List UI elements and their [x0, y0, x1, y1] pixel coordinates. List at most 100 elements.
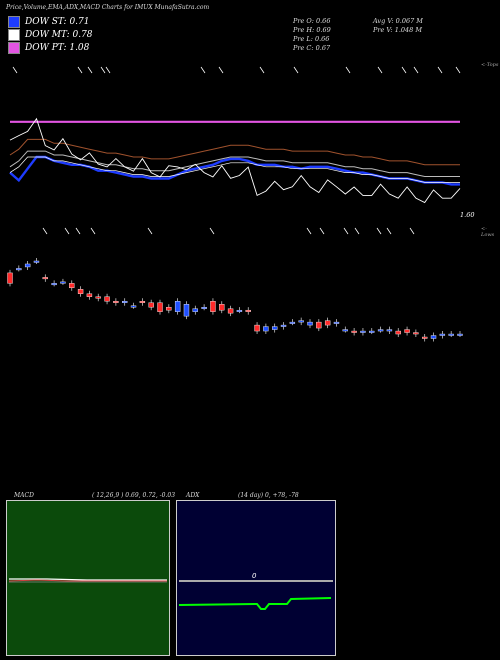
top-marker — [105, 66, 111, 74]
candle — [369, 330, 375, 333]
candle — [166, 307, 172, 311]
candle — [69, 283, 75, 289]
price-chart — [7, 66, 463, 342]
candle — [113, 301, 119, 303]
top-marker — [401, 66, 407, 74]
candle — [157, 302, 163, 312]
candle — [192, 308, 198, 312]
candle — [42, 277, 48, 280]
candle — [263, 326, 269, 332]
candle — [280, 324, 287, 327]
macd-panel — [6, 500, 170, 656]
candle — [457, 333, 463, 336]
macd-params: ( 12,26,9 ) 0.69, 0.72, -0.03 — [92, 492, 176, 499]
candle — [404, 329, 410, 333]
low-marker — [386, 227, 392, 235]
candle — [86, 293, 93, 297]
candle — [386, 329, 393, 332]
adx-svg: 0 — [178, 572, 333, 610]
info-high: Pre H: 0.69 — [293, 26, 331, 34]
tops-markers — [12, 66, 461, 74]
lows-markers — [42, 227, 415, 235]
candle — [254, 324, 260, 332]
info-close: Pre C: 0.67 — [293, 44, 331, 52]
adx-di-line — [178, 597, 332, 610]
candle — [439, 333, 446, 336]
candle — [130, 305, 137, 308]
candle — [122, 301, 128, 303]
top-marker — [437, 66, 443, 74]
macd-signal-line — [8, 579, 167, 582]
candle — [245, 309, 251, 312]
low-marker — [376, 227, 382, 235]
adx-params: (14 day) 0, +78, -78 — [238, 492, 299, 499]
info-pre-volume: Pre V: 1.048 M — [373, 26, 423, 34]
adx-panel: 0 — [176, 500, 336, 656]
legend-label-st: DOW ST: 0.71 — [25, 17, 90, 27]
price-level-label: 1.60 — [460, 211, 475, 219]
low-marker — [409, 227, 415, 235]
band-line — [9, 156, 460, 183]
candle — [210, 301, 216, 312]
top-marker — [345, 66, 351, 74]
candle — [201, 307, 207, 309]
low-marker — [42, 227, 48, 235]
candle — [95, 296, 101, 299]
candle — [24, 263, 31, 268]
top-marker — [413, 66, 419, 74]
candle — [272, 326, 278, 330]
top-marker — [100, 66, 106, 74]
candle — [307, 321, 313, 326]
info-avg-volume: Avg V: 0.067 M — [373, 17, 423, 25]
candle — [413, 332, 419, 335]
candle — [77, 289, 84, 294]
edge-tops-label: <-Tops — [481, 62, 499, 68]
candle — [183, 304, 190, 317]
candle — [342, 329, 348, 332]
low-marker — [90, 227, 96, 235]
band-line — [9, 138, 460, 166]
series-line-dow-mt — [9, 150, 460, 177]
legend-label-pt: DOW PT: 1.08 — [25, 43, 90, 53]
macd-svg — [8, 578, 167, 583]
candle — [33, 260, 40, 263]
low-marker — [209, 227, 215, 235]
legend-dow-pt: DOW PT: 1.08 — [8, 42, 89, 54]
candle — [174, 301, 181, 312]
low-marker — [319, 227, 325, 235]
top-marker — [218, 66, 224, 74]
low-marker — [147, 227, 153, 235]
candle — [289, 321, 296, 324]
top-marker — [12, 66, 18, 74]
candle — [236, 309, 243, 312]
candle — [430, 335, 437, 339]
legend-dow-st: DOW ST: 0.71 — [8, 16, 90, 28]
candle — [60, 281, 66, 284]
low-marker — [64, 227, 70, 235]
candle — [219, 304, 225, 311]
candle — [298, 320, 304, 323]
candle — [377, 329, 384, 332]
candle — [422, 336, 428, 339]
info-open: Pre O: 0.66 — [293, 17, 331, 25]
low-marker — [75, 227, 81, 235]
candle — [148, 302, 154, 308]
low-marker — [343, 227, 349, 235]
legend-swatch-pt — [8, 42, 20, 54]
legend-swatch-st — [8, 16, 20, 28]
candle — [351, 330, 357, 333]
info-low: Pre L: 0.66 — [293, 35, 330, 43]
top-marker — [293, 66, 299, 74]
top-marker — [200, 66, 206, 74]
low-marker — [306, 227, 312, 235]
candle — [139, 301, 146, 303]
candle — [324, 320, 331, 326]
legend-label-mt: DOW MT: 0.78 — [25, 30, 93, 40]
price-line — [9, 117, 461, 204]
adx-zero-marker: 0 — [252, 572, 257, 580]
candle — [360, 330, 366, 333]
top-marker — [77, 66, 83, 74]
candles — [7, 257, 463, 342]
candle — [333, 321, 340, 324]
